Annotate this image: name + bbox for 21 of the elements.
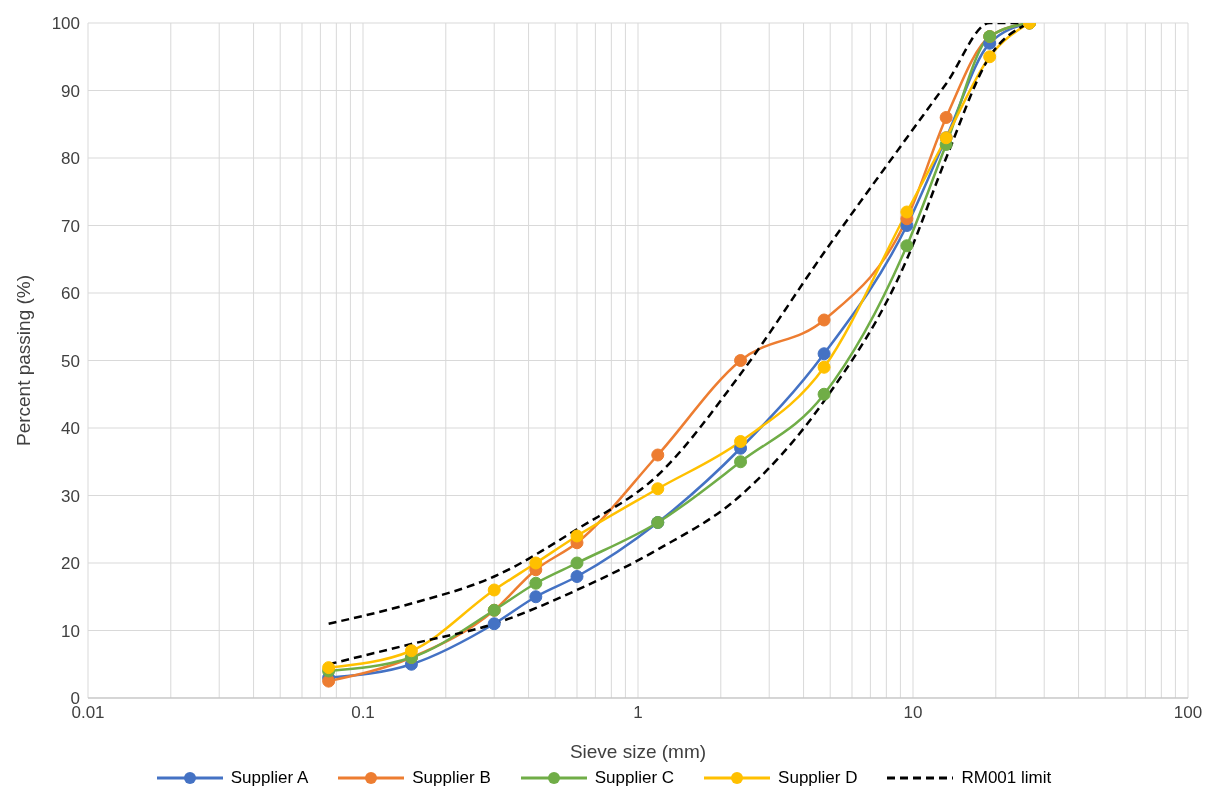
y-tick-label: 10 [61, 621, 80, 641]
legend-label: Supplier D [778, 768, 858, 788]
legend-label: RM001 limit [961, 768, 1052, 788]
y-tick-label: 80 [61, 149, 80, 169]
y-tick-label: 20 [61, 554, 80, 574]
y-tick-label: 100 [51, 14, 80, 34]
x-tick-label: 100 [1173, 703, 1203, 723]
x-tick-label: 0.1 [351, 703, 375, 723]
y-axis-title: Percent passing (%) [12, 274, 34, 447]
y-tick-label: 40 [61, 419, 80, 439]
x-tick-label: 1 [633, 703, 643, 723]
x-tick-label: 10 [903, 703, 923, 723]
y-tick-label: 30 [61, 486, 80, 506]
legend-label: Supplier B [412, 768, 491, 788]
x-axis-title: Sieve size (mm) [569, 741, 707, 762]
y-tick-label: 90 [61, 81, 80, 101]
legend-label: Supplier A [230, 768, 309, 788]
y-tick-label: 60 [61, 284, 80, 304]
y-tick-label: 70 [61, 216, 80, 236]
y-tick-label: 50 [61, 351, 80, 371]
legend-label: Supplier C [594, 768, 675, 788]
